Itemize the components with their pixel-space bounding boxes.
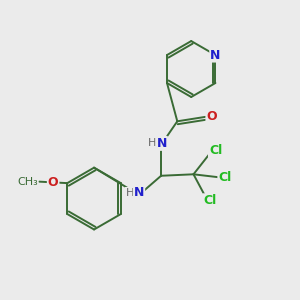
Text: H: H bbox=[148, 138, 156, 148]
Text: Cl: Cl bbox=[209, 144, 222, 157]
Text: O: O bbox=[48, 176, 58, 189]
Text: N: N bbox=[134, 186, 144, 199]
Text: H: H bbox=[125, 188, 134, 197]
Text: N: N bbox=[157, 137, 167, 150]
Text: O: O bbox=[206, 110, 217, 123]
Text: Cl: Cl bbox=[218, 171, 232, 184]
Text: CH₃: CH₃ bbox=[17, 177, 38, 187]
Text: Cl: Cl bbox=[203, 194, 216, 207]
Text: N: N bbox=[210, 49, 220, 62]
